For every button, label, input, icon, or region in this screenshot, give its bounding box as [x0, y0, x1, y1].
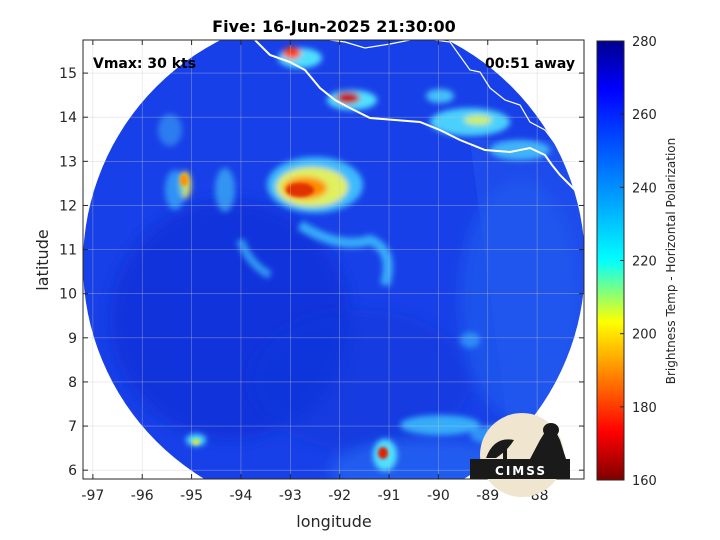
chart-title: Five: 16-Jun-2025 21:30:00: [212, 17, 456, 36]
y-tick-label: 7: [68, 419, 77, 435]
y-tick-label: 14: [59, 110, 77, 126]
vmax-annotation: Vmax: 30 kts: [93, 56, 196, 72]
cimss-logo: CIMSS: [470, 413, 570, 497]
y-tick-label: 12: [59, 198, 77, 214]
time-away-annotation: 00:51 away: [485, 56, 575, 72]
x-tick-label: -92: [328, 488, 351, 504]
x-tick-label: -97: [81, 488, 104, 504]
y-tick-label: 11: [59, 243, 77, 259]
tower-icon: [530, 432, 566, 459]
x-tick-label: -93: [279, 488, 302, 504]
x-tick-label: -95: [180, 488, 203, 504]
x-tick-label: -94: [230, 488, 253, 504]
colorbar-tick-label: 200: [632, 328, 657, 343]
axes-frame: [82, 39, 585, 480]
colorbar-tick-label: 260: [632, 108, 657, 123]
y-tick-label: 13: [59, 154, 77, 170]
y-tick-label: 8: [68, 375, 77, 391]
y-axis: 6 7 8 9 10 11 12 13 14 15: [59, 66, 584, 479]
colorbar-tick-label: 160: [632, 474, 657, 489]
logo-text: CIMSS: [495, 464, 547, 478]
x-tick-label: -96: [131, 488, 154, 504]
colorbar-label: Brightness Temp - Horizontal Polarizatio…: [664, 138, 678, 385]
grid: [83, 40, 584, 479]
x-tick-label: -91: [378, 488, 401, 504]
x-tick-label: -89: [476, 488, 499, 504]
colorbar-tick-label: 240: [632, 181, 657, 196]
y-tick-label: 15: [59, 66, 77, 82]
y-tick-label: 10: [59, 287, 77, 303]
coastline: [94, 40, 584, 199]
x-axis-label: longitude: [296, 512, 371, 531]
y-tick-label: 6: [68, 463, 77, 479]
y-tick-label: 9: [68, 331, 77, 347]
x-axis: -97 -96 -95 -94 -93 -92 -91 -90 -89 -88: [81, 40, 549, 504]
colorbar-tick-label: 280: [632, 35, 657, 50]
colorbar-gradient: [596, 40, 625, 481]
colorbar-tick-label: 220: [632, 255, 657, 270]
x-tick-label: -90: [427, 488, 450, 504]
colorbar-tick-label: 180: [632, 401, 657, 416]
y-axis-label: latitude: [33, 229, 52, 290]
colorbar: 160 180 200 220 240 260 280 Brightness Temp - …: [596, 35, 678, 489]
